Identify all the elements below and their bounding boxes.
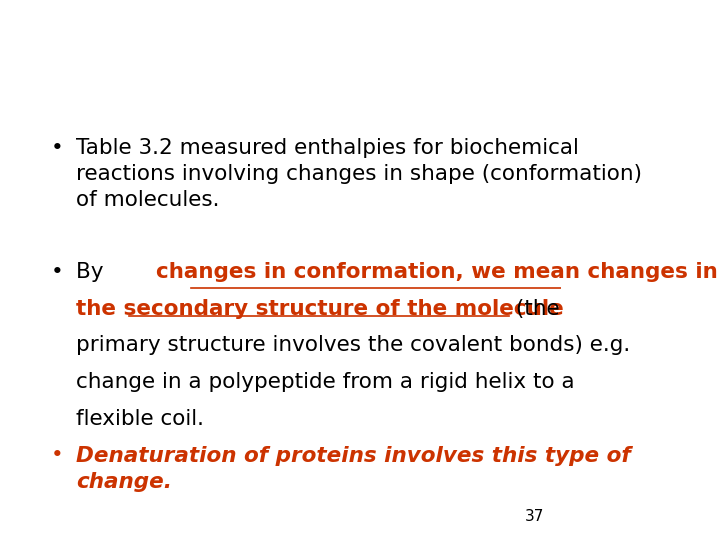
Text: •: •	[50, 138, 63, 158]
Text: •: •	[50, 446, 63, 465]
Text: By: By	[76, 262, 110, 282]
Text: changes in conformation, we mean changes in: changes in conformation, we mean changes…	[156, 262, 718, 282]
Text: the secondary structure of the molecule: the secondary structure of the molecule	[76, 299, 564, 319]
Text: primary structure involves the covalent bonds) e.g.: primary structure involves the covalent …	[76, 335, 630, 355]
Text: •: •	[50, 262, 63, 282]
Text: change in a polypeptide from a rigid helix to a: change in a polypeptide from a rigid hel…	[76, 372, 575, 392]
Text: (the: (the	[509, 299, 560, 319]
Text: flexible coil.: flexible coil.	[76, 409, 204, 429]
Text: Denaturation of proteins involves this type of
change.: Denaturation of proteins involves this t…	[76, 446, 631, 492]
Text: 37: 37	[526, 509, 544, 524]
Text: Table 3.2 measured enthalpies for biochemical
reactions involving changes in sha: Table 3.2 measured enthalpies for bioche…	[76, 138, 642, 211]
